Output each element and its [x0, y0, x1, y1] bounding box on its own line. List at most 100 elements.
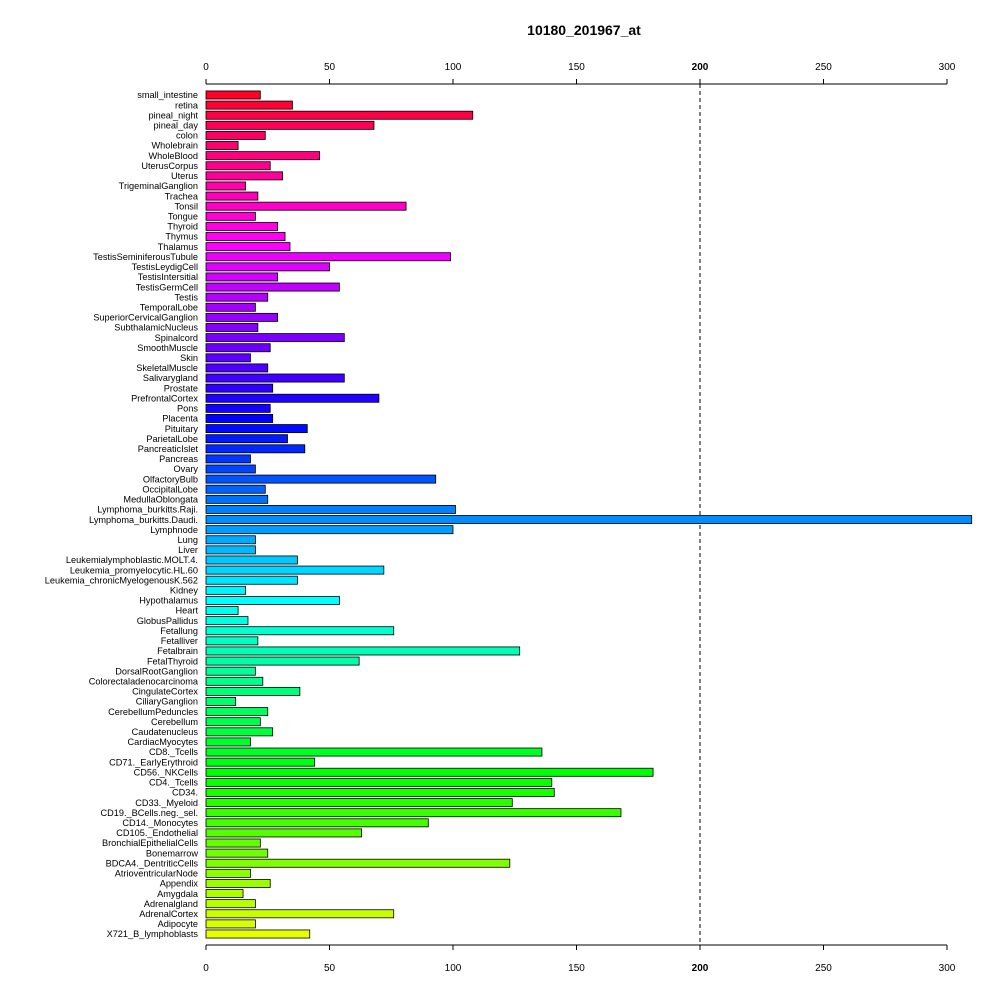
category-label: Fetalbrain [157, 646, 198, 656]
category-label: Amygdala [157, 889, 199, 899]
bar [205, 686, 301, 696]
category-label: CiliaryGanglion [136, 697, 198, 707]
category-label: Lymphoma_burkitts.Daudi. [89, 515, 198, 525]
top-axis-tick-label: 300 [939, 62, 956, 73]
category-label: Ovary [173, 464, 198, 474]
category-label: Lymphoma_burkitts.Raji. [97, 505, 198, 515]
category-label: CD8._Tcells [149, 747, 198, 757]
bar [205, 707, 269, 717]
category-label: SubthalamicNucleus [114, 323, 198, 333]
category-label: Thalamus [158, 242, 199, 252]
bar [205, 242, 291, 252]
bar [205, 585, 246, 595]
top-axis-tick-label: 0 [203, 62, 209, 73]
category-label: SkeletalMuscle [136, 363, 198, 373]
bar [205, 737, 251, 747]
bar [205, 697, 237, 706]
category-label: CD56._NKCells [134, 767, 199, 777]
bar [205, 747, 543, 757]
bar [205, 808, 622, 818]
category-label: CD33._Myeloid [135, 798, 198, 808]
bar [205, 606, 239, 615]
bar [205, 272, 279, 282]
bar [205, 879, 271, 888]
bar [205, 333, 345, 343]
bottom-axis-tick-label: 200 [692, 963, 709, 974]
bar [205, 565, 385, 575]
category-label: Trachea [165, 191, 199, 201]
top-axis-tick-label: 250 [815, 62, 832, 73]
category-label: CingulateCortex [132, 687, 198, 697]
category-label: Bonemarrow [146, 848, 198, 858]
bar [205, 343, 271, 353]
bar [205, 555, 298, 565]
bar [205, 403, 271, 413]
bottom-axis-tick-label: 150 [568, 963, 585, 974]
category-label: Salivarygland [143, 373, 198, 383]
bar [205, 777, 553, 787]
bar [205, 484, 266, 494]
category-label: Leukemialymphoblastic.MOLT.4. [66, 555, 198, 565]
bar [205, 110, 474, 120]
category-label: Uterus [171, 171, 198, 181]
category-label: TemporalLobe [140, 302, 198, 312]
category-label: Thyroid [167, 222, 198, 232]
category-label: Testis [175, 292, 199, 302]
category-label: Lung [178, 535, 198, 545]
bar [205, 515, 973, 524]
category-label: DorsalRootGanglion [115, 666, 198, 676]
bar [205, 727, 274, 737]
bar [205, 383, 274, 393]
category-label: small_intestine [137, 90, 198, 100]
category-label: PrefrontalCortex [131, 393, 198, 403]
bar [205, 545, 256, 555]
bar [205, 232, 286, 241]
category-label: Heart [176, 606, 199, 616]
bar [205, 868, 251, 878]
category-label: TestisGermCell [136, 282, 198, 292]
category-label: retina [175, 100, 199, 110]
category-labels: small_intestineretinapineal_nightpineal_… [45, 90, 199, 939]
bottom-axis-tick-label: 250 [815, 963, 832, 974]
bar [205, 161, 271, 171]
bottom-axis-tick-label: 50 [324, 963, 336, 974]
bar [205, 474, 437, 484]
category-label: SuperiorCervicalGanglion [93, 313, 198, 323]
category-label: Placenta [162, 414, 199, 424]
bar [205, 282, 340, 292]
category-label: AdrenalCortex [139, 909, 198, 919]
category-label: Pituitary [165, 424, 199, 434]
bar [205, 889, 244, 899]
bar [205, 353, 251, 363]
bar [205, 909, 395, 919]
category-label: Appendix [160, 879, 199, 889]
bar [205, 788, 555, 797]
bar [205, 221, 279, 231]
bar [205, 302, 256, 312]
category-label: Adipocyte [158, 919, 198, 929]
bottom-axis-tick-label: 300 [939, 963, 956, 974]
category-label: CD14._Monocytes [122, 818, 198, 828]
bar [205, 292, 269, 302]
category-label: AtrioventricularNode [115, 869, 198, 879]
bar [205, 252, 451, 262]
category-label: Cerebellum [151, 717, 198, 727]
bar [205, 464, 256, 474]
top-axis-tick-label: 200 [692, 62, 709, 73]
bar [205, 636, 259, 646]
category-label: Fetalliver [161, 636, 198, 646]
category-label: colon [176, 131, 198, 141]
category-label: Wholebrain [152, 141, 198, 151]
bar [205, 414, 274, 423]
bar [205, 646, 521, 656]
category-label: Lymphnode [150, 525, 198, 535]
category-label: WholeBlood [148, 151, 198, 161]
category-label: CardiacMyocytes [128, 737, 199, 747]
bar [205, 130, 266, 140]
bar [205, 656, 360, 666]
category-label: Adrenalgland [144, 899, 198, 909]
category-label: CD34. [172, 788, 198, 798]
bar [205, 666, 256, 676]
category-label: Hypothalamus [139, 596, 198, 606]
